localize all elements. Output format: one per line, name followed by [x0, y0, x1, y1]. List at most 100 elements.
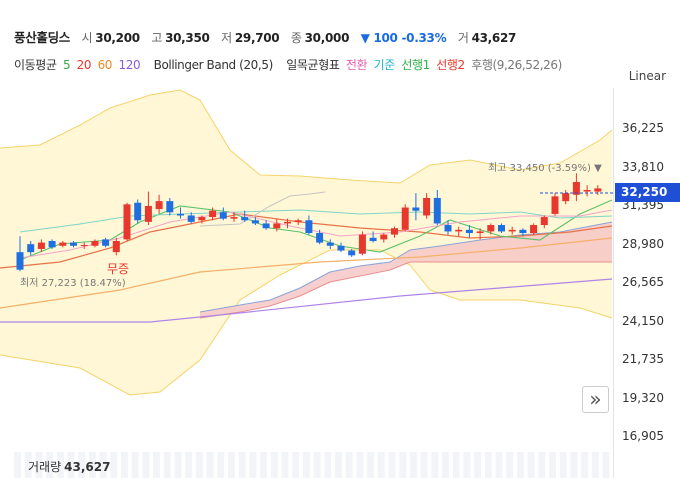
ichimoku-label[interactable]: 일목균형표 [286, 58, 340, 72]
ichimoku-conversion-label[interactable]: 전환 [345, 58, 368, 72]
volume-bar [474, 452, 482, 478]
y-tick-label: 26,565 [622, 275, 664, 289]
candle-body [27, 244, 35, 253]
volume-bar [409, 452, 417, 478]
candle-body [530, 225, 538, 234]
volume-bar [356, 452, 364, 478]
candle-body [219, 212, 227, 219]
candle-body [144, 205, 152, 222]
ichimoku-base-line [19, 209, 613, 233]
open-label: 시 [81, 31, 93, 45]
bollinger-label[interactable]: Bollinger Band (20,5) [153, 58, 274, 72]
candle-body [37, 242, 45, 249]
y-tick-label: 24,150 [622, 313, 664, 328]
volume-bar [324, 452, 332, 478]
ma120-label[interactable]: 120 [118, 58, 141, 72]
candle-body [487, 225, 495, 232]
ma5-label[interactable]: 5 [62, 58, 71, 72]
volume-bar [420, 452, 428, 478]
volume-bar [121, 452, 128, 478]
volume-bar [484, 452, 492, 478]
volume-bar [292, 452, 300, 478]
stock-name: 풍산홀딩스 [14, 30, 71, 45]
candle-body [412, 207, 420, 211]
volume-bar [570, 452, 578, 478]
volume-bar [88, 452, 96, 478]
y-tick-label: 28,980 [622, 236, 664, 251]
volume-title: 거래량 [28, 460, 62, 474]
volume-bar [377, 452, 385, 478]
volume-bar [367, 452, 375, 478]
ichimoku-lead2-line [199, 261, 612, 319]
candle-body [305, 220, 313, 234]
volume-bar [399, 452, 407, 478]
high-value: 30,350 [165, 31, 210, 45]
volume-label: 거 [457, 31, 469, 45]
price-change: ▼ 100 -0.33% [360, 31, 447, 45]
volume-bar [506, 452, 514, 478]
volume-bar [228, 452, 235, 478]
volume-bar [153, 452, 161, 478]
high-annotation: 최고 33,450 (-3.59%) ▼ [488, 162, 602, 174]
volume-bar [581, 452, 589, 478]
ma120-line [0, 278, 613, 323]
volume-bar [67, 452, 75, 478]
candle-body [423, 197, 431, 216]
ichimoku-lead1-label[interactable]: 선행1 [401, 58, 430, 72]
candle-body [209, 210, 217, 218]
candle-body [380, 234, 388, 240]
candle-body [348, 250, 356, 256]
candle-body [134, 202, 142, 221]
volume-bar [174, 452, 182, 478]
y-tick-label: 36,225 [622, 121, 664, 135]
candle-body [572, 182, 580, 195]
close-value: 30,000 [304, 31, 350, 45]
candle-body [562, 193, 570, 202]
ichimoku-lagging-label[interactable]: 후행(9,26,52,26) [471, 58, 562, 72]
ichimoku-lead2-label[interactable]: 선행2 [436, 58, 465, 72]
candle-body [230, 217, 238, 219]
candle-body [16, 252, 24, 270]
volume-bar [249, 452, 257, 478]
volume-bar [185, 452, 193, 478]
candle-body [166, 201, 174, 213]
volume-bar [110, 452, 118, 478]
volume-bar [99, 452, 107, 478]
volume-bar [217, 452, 225, 478]
candle-body [369, 237, 377, 241]
candle-body [123, 204, 131, 240]
volume-bar [24, 452, 32, 478]
ichimoku-base-label[interactable]: 기준 [373, 58, 396, 72]
volume-bar [56, 452, 64, 478]
ma20-label[interactable]: 20 [76, 58, 92, 72]
scroll-latest-button[interactable]: » [582, 386, 609, 413]
candle-body [551, 196, 559, 214]
stock-quote-header: 풍산홀딩스 시 30,200 고 30,350 저 29,700 종 30,000 ▼ … [14, 27, 524, 46]
high-label: 고 [151, 31, 163, 45]
volume-bar [46, 452, 54, 478]
volume-value: 43,627 [471, 31, 517, 45]
volume-bar [35, 452, 43, 478]
candle-body [455, 229, 463, 232]
open-value: 30,200 [95, 31, 140, 45]
volume-bar [335, 452, 342, 478]
ma60-label[interactable]: 60 [97, 58, 113, 72]
candle-body [70, 242, 77, 246]
volume-bar [14, 452, 21, 478]
bollinger-upper-line [0, 89, 613, 184]
candle-body [465, 229, 473, 234]
low-value: 29,700 [234, 31, 280, 45]
ichimoku-lagging-line [199, 191, 326, 227]
scale-selector[interactable]: Linear [628, 69, 666, 83]
candle-body [273, 223, 281, 229]
volume-bar [302, 452, 310, 478]
ma-label[interactable]: 이동평균 [14, 58, 57, 72]
candle-body [508, 229, 516, 232]
low-label: 저 [221, 31, 232, 45]
candle-body [498, 225, 505, 232]
volume-bar [281, 452, 289, 478]
candle-body [102, 239, 110, 246]
candle-body [262, 223, 270, 229]
candle-body [337, 245, 345, 251]
